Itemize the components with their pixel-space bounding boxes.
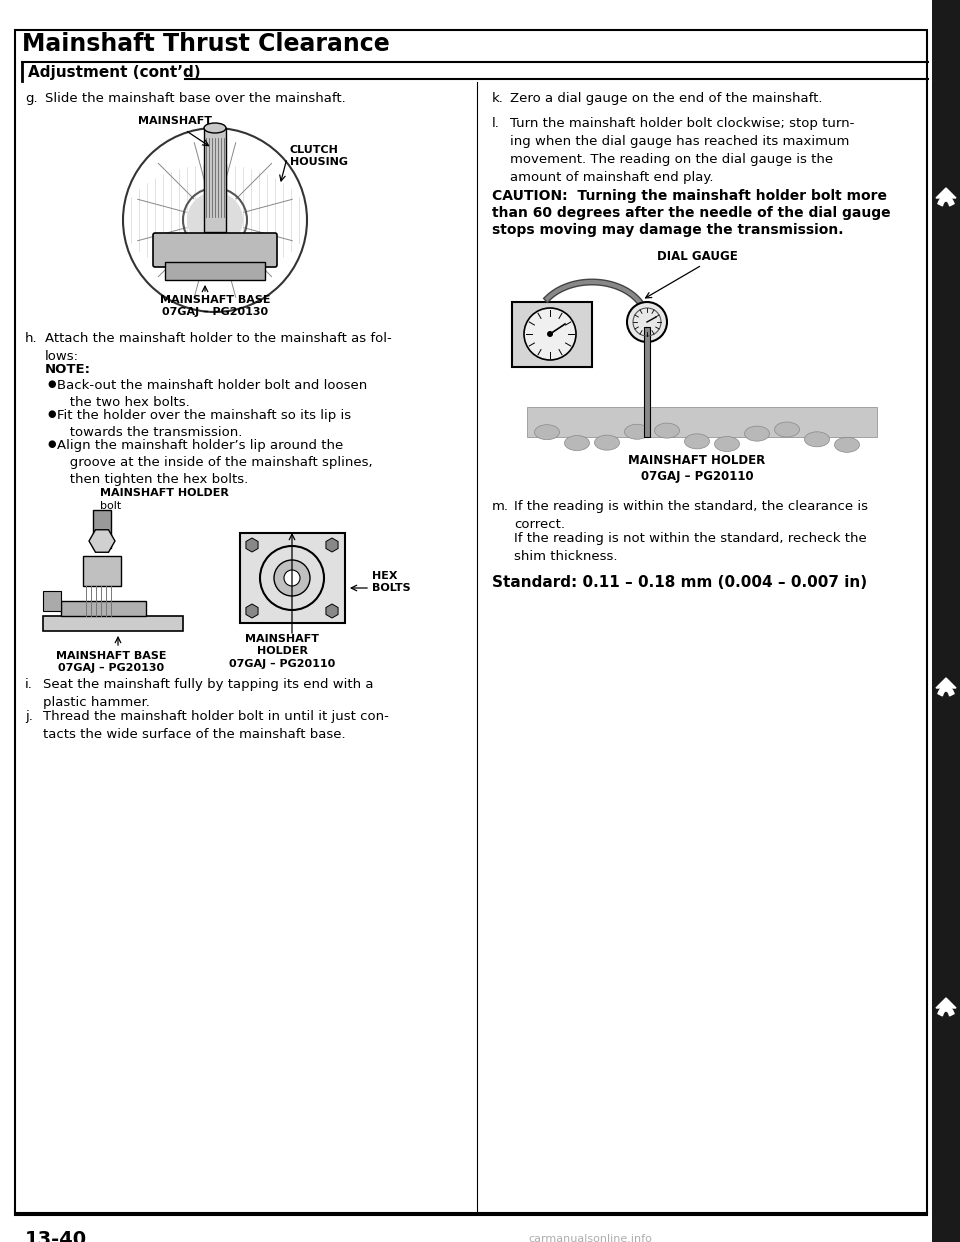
Circle shape — [284, 570, 300, 586]
Text: carmanualsonline.info: carmanualsonline.info — [528, 1235, 652, 1242]
Circle shape — [187, 193, 243, 248]
Circle shape — [274, 560, 310, 596]
Text: bolt: bolt — [100, 501, 121, 510]
Text: DIAL GAUGE: DIAL GAUGE — [657, 250, 737, 263]
Bar — [165, 262, 265, 279]
Text: ●: ● — [47, 379, 56, 389]
Ellipse shape — [535, 425, 560, 440]
Text: MAINSHAFT BASE
07GAJ – PG20130: MAINSHAFT BASE 07GAJ – PG20130 — [56, 651, 166, 673]
Bar — [644, 327, 650, 437]
Text: Back-out the mainshaft holder bolt and loosen
   the two hex bolts.: Back-out the mainshaft holder bolt and l… — [57, 379, 368, 409]
Text: Thread the mainshaft holder bolt in until it just con-
tacts the wide surface of: Thread the mainshaft holder bolt in unti… — [43, 710, 389, 741]
Text: i.: i. — [25, 678, 33, 691]
Ellipse shape — [655, 424, 680, 438]
Text: MAINSHAFT
HOLDER
07GAJ – PG20110: MAINSHAFT HOLDER 07GAJ – PG20110 — [228, 633, 335, 668]
Polygon shape — [938, 1006, 954, 1016]
Text: MAINSHAFT HOLDER: MAINSHAFT HOLDER — [100, 488, 228, 498]
Text: ●: ● — [47, 409, 56, 419]
Circle shape — [627, 302, 667, 342]
Text: Align the mainshaft holder’s lip around the
   groove at the inside of the mains: Align the mainshaft holder’s lip around … — [57, 438, 372, 486]
Text: MAINSHAFT: MAINSHAFT — [138, 116, 212, 125]
Polygon shape — [938, 196, 954, 206]
Ellipse shape — [714, 436, 739, 452]
Text: Slide the mainshaft base over the mainshaft.: Slide the mainshaft base over the mainsh… — [45, 92, 346, 106]
Ellipse shape — [745, 426, 770, 441]
Bar — [43, 616, 183, 631]
Ellipse shape — [804, 432, 829, 447]
Polygon shape — [936, 678, 956, 688]
Ellipse shape — [684, 433, 709, 448]
Bar — [61, 601, 146, 616]
Circle shape — [547, 332, 553, 337]
Text: 13-40: 13-40 — [25, 1230, 87, 1242]
Text: Mainshaft Thrust Clearance: Mainshaft Thrust Clearance — [22, 32, 390, 56]
Ellipse shape — [564, 436, 589, 451]
Text: g.: g. — [25, 92, 37, 106]
Text: Seat the mainshaft fully by tapping its end with a
plastic hammer.: Seat the mainshaft fully by tapping its … — [43, 678, 373, 709]
Text: If the reading is not within the standard, recheck the
shim thickness.: If the reading is not within the standar… — [514, 532, 867, 563]
Bar — [43, 591, 61, 611]
Bar — [204, 128, 226, 232]
Text: Standard: 0.11 – 0.18 mm (0.004 – 0.007 in): Standard: 0.11 – 0.18 mm (0.004 – 0.007 … — [492, 575, 867, 590]
Polygon shape — [936, 188, 956, 197]
Text: CLUTCH
HOUSING: CLUTCH HOUSING — [290, 145, 348, 168]
Text: MAINSHAFT BASE
07GAJ – PG20130: MAINSHAFT BASE 07GAJ – PG20130 — [159, 296, 271, 318]
Text: l.: l. — [492, 117, 500, 130]
Polygon shape — [938, 686, 954, 696]
Text: h.: h. — [25, 332, 37, 345]
Text: Turn the mainshaft holder bolt clockwise; stop turn-
ing when the dial gauge has: Turn the mainshaft holder bolt clockwise… — [510, 117, 854, 184]
Text: If the reading is within the standard, the clearance is
correct.: If the reading is within the standard, t… — [514, 501, 868, 532]
Text: Adjustment (cont’d): Adjustment (cont’d) — [28, 65, 201, 79]
Bar — [83, 556, 121, 586]
Bar — [93, 510, 111, 548]
FancyBboxPatch shape — [153, 233, 277, 267]
Polygon shape — [936, 999, 956, 1009]
Text: k.: k. — [492, 92, 504, 106]
Text: m.: m. — [492, 501, 509, 513]
Ellipse shape — [625, 425, 650, 440]
Text: MAINSHAFT HOLDER
07GAJ – PG20110: MAINSHAFT HOLDER 07GAJ – PG20110 — [629, 455, 766, 483]
Circle shape — [524, 308, 576, 360]
Text: Zero a dial gauge on the end of the mainshaft.: Zero a dial gauge on the end of the main… — [510, 92, 823, 106]
Text: Fit the holder over the mainshaft so its lip is
   towards the transmission.: Fit the holder over the mainshaft so its… — [57, 409, 351, 438]
Text: Attach the mainshaft holder to the mainshaft as fol-
lows:: Attach the mainshaft holder to the mains… — [45, 332, 392, 363]
Bar — [512, 302, 592, 366]
Bar — [240, 533, 345, 623]
Bar — [932, 0, 960, 1242]
Text: stops moving may damage the transmission.: stops moving may damage the transmission… — [492, 224, 844, 237]
Bar — [527, 407, 877, 437]
Ellipse shape — [834, 437, 859, 452]
Ellipse shape — [775, 422, 800, 437]
Text: HEX
BOLTS: HEX BOLTS — [372, 571, 411, 592]
Text: NOTE:: NOTE: — [45, 363, 91, 376]
Ellipse shape — [204, 123, 226, 133]
Ellipse shape — [594, 435, 619, 450]
Text: j.: j. — [25, 710, 33, 723]
Text: than 60 degrees after the needle of the dial gauge: than 60 degrees after the needle of the … — [492, 206, 891, 220]
Text: ●: ● — [47, 438, 56, 450]
Text: CAUTION:  Turning the mainshaft holder bolt more: CAUTION: Turning the mainshaft holder bo… — [492, 189, 887, 202]
